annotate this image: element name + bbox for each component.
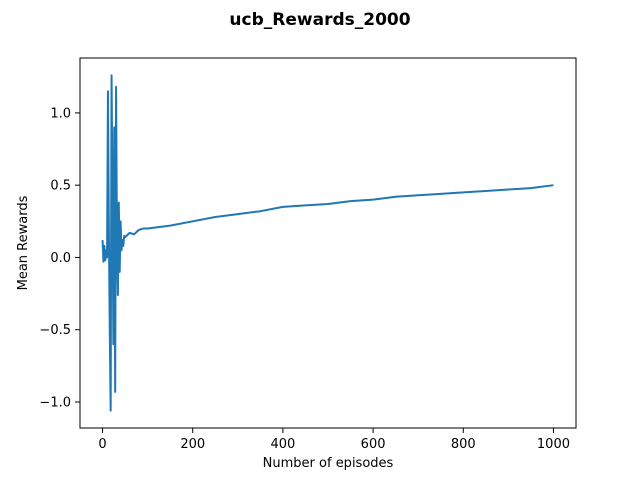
y-tick-label: −0.5	[39, 323, 71, 338]
x-tick-label: 400	[270, 437, 295, 452]
plot-area: 0 200 400 600 800 1000 −1.0 −0.5 0.0 0.5 1.0	[39, 57, 577, 452]
x-tick-label: 0	[98, 437, 106, 452]
x-axis-ticks: 0 200 400 600 800 1000	[98, 428, 570, 452]
y-axis-ticks: −1.0 −0.5 0.0 0.5 1.0	[39, 106, 80, 410]
x-tick-label: 1000	[537, 437, 570, 452]
x-axis-label: Number of episodes	[263, 456, 394, 471]
y-tick-label: −1.0	[39, 395, 71, 410]
y-tick-label: 1.0	[50, 106, 71, 121]
series-layer	[101, 74, 554, 412]
y-tick-label: 0.0	[50, 251, 71, 266]
series-line-0	[101, 74, 554, 412]
y-tick-label: 0.5	[50, 179, 71, 194]
chart-title: ucb_Rewards_2000	[229, 10, 410, 30]
plot-frame	[79, 57, 577, 429]
x-tick-label: 200	[180, 437, 205, 452]
x-tick-label: 600	[361, 437, 386, 452]
y-axis-label: Mean Rewards	[16, 195, 31, 290]
x-tick-label: 800	[451, 437, 476, 452]
